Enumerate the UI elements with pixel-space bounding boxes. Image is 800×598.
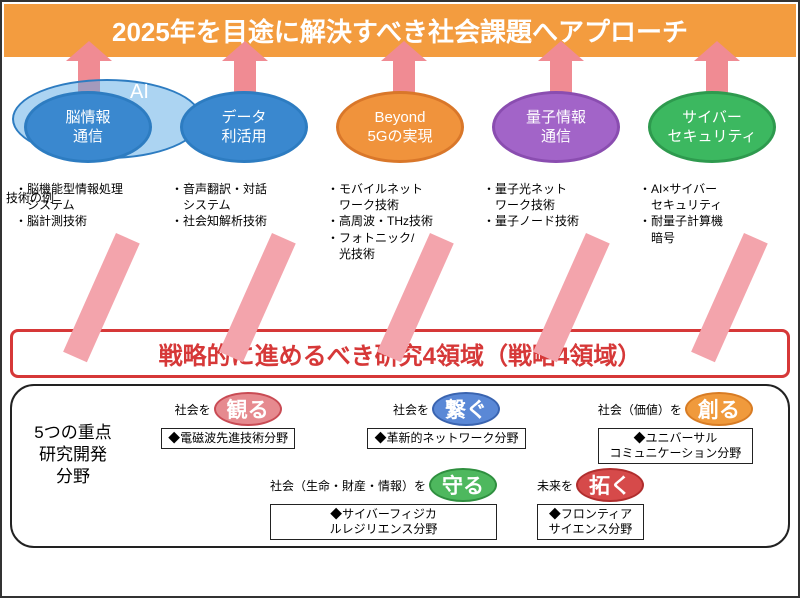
priority-field: ◆サイバーフィジカルレジリエンス分野 <box>270 504 497 540</box>
tech-list: AI×サイバー セキュリティ耐量子計算機 暗号 <box>637 181 787 246</box>
themes-row: 脳情報通信脳機能型情報処理 システム脳計測技術データ利活用音声翻訳・対話 システ… <box>10 91 790 262</box>
priority-grid: 社会を観る◆電磁波先進技術分野社会を繋ぐ◆革新的ネットワーク分野社会（価値）を創… <box>128 392 786 540</box>
priority-sub: 社会（価値）を <box>598 401 682 418</box>
theme-0: 脳情報通信脳機能型情報処理 システム脳計測技術 <box>13 91 163 262</box>
tech-item: 量子ノード技術 <box>483 213 629 229</box>
tech-item: 高周波・THz技術 <box>327 213 473 229</box>
tech-list: 音声翻訳・対話 システム社会知解析技術 <box>169 181 319 230</box>
theme-3: 量子情報通信量子光ネット ワーク技術量子ノード技術 <box>481 91 631 262</box>
theme-1: データ利活用音声翻訳・対話 システム社会知解析技術 <box>169 91 319 262</box>
theme-4: サイバーセキュリティ AI×サイバー セキュリティ耐量子計算機 暗号 <box>637 91 787 262</box>
priority-sub: 未来を <box>537 477 573 494</box>
priority-sub: 社会を <box>175 401 211 418</box>
priority-item: 未来を拓く◆フロンティアサイエンス分野 <box>537 468 644 540</box>
tech-list: 脳機能型情報処理 システム脳計測技術 <box>13 181 163 230</box>
priority-item: 社会（生命・財産・情報）を守る◆サイバーフィジカルレジリエンス分野 <box>270 468 497 540</box>
priority-field: ◆革新的ネットワーク分野 <box>367 428 525 449</box>
tech-item: AI×サイバー セキュリティ <box>639 181 785 213</box>
theme-ellipse: 量子情報通信 <box>492 91 620 163</box>
priority-verb: 創る <box>685 392 753 426</box>
tech-item: 音声翻訳・対話 システム <box>171 181 317 213</box>
priority-field: ◆電磁波先進技術分野 <box>161 428 295 449</box>
priority-verb: 守る <box>429 468 497 502</box>
priority-sub: 社会（生命・財産・情報）を <box>270 477 426 494</box>
priority-item: 社会を観る◆電磁波先進技術分野 <box>161 392 295 464</box>
tech-item: 量子光ネット ワーク技術 <box>483 181 629 213</box>
priority-verb: 観る <box>214 392 282 426</box>
themes-section: AI 技術の例 脳情報通信脳機能型情報処理 システム脳計測技術データ利活用音声翻… <box>2 59 798 329</box>
tech-item: 脳計測技術 <box>15 213 161 229</box>
priority-verb: 拓く <box>576 468 644 502</box>
theme-ellipse: データ利活用 <box>180 91 308 163</box>
tech-list: 量子光ネット ワーク技術量子ノード技術 <box>481 181 631 230</box>
priority-item: 社会（価値）を創る◆ユニバーサルコミュニケーション分野 <box>598 392 753 464</box>
theme-2: Beyond5Gの実現モバイルネット ワーク技術高周波・THz技術フォトニック/… <box>325 91 475 262</box>
priority-label: 5つの重点研究開発分野 <box>18 392 128 540</box>
ai-label: AI <box>130 81 149 104</box>
priority-field: ◆ユニバーサルコミュニケーション分野 <box>598 428 753 464</box>
priority-fields-box: 5つの重点研究開発分野 社会を観る◆電磁波先進技術分野社会を繋ぐ◆革新的ネットワ… <box>10 384 790 548</box>
priority-verb: 繋ぐ <box>432 392 500 426</box>
tech-item: モバイルネット ワーク技術 <box>327 181 473 213</box>
priority-item: 社会を繋ぐ◆革新的ネットワーク分野 <box>367 392 525 464</box>
tech-list: モバイルネット ワーク技術高周波・THz技術フォトニック/ 光技術 <box>325 181 475 262</box>
priority-field: ◆フロンティアサイエンス分野 <box>537 504 644 540</box>
priority-sub: 社会を <box>393 401 429 418</box>
theme-ellipse: Beyond5Gの実現 <box>336 91 464 163</box>
tech-item: 社会知解析技術 <box>171 213 317 229</box>
tech-item: 脳機能型情報処理 システム <box>15 181 161 213</box>
theme-ellipse: サイバーセキュリティ <box>648 91 776 163</box>
